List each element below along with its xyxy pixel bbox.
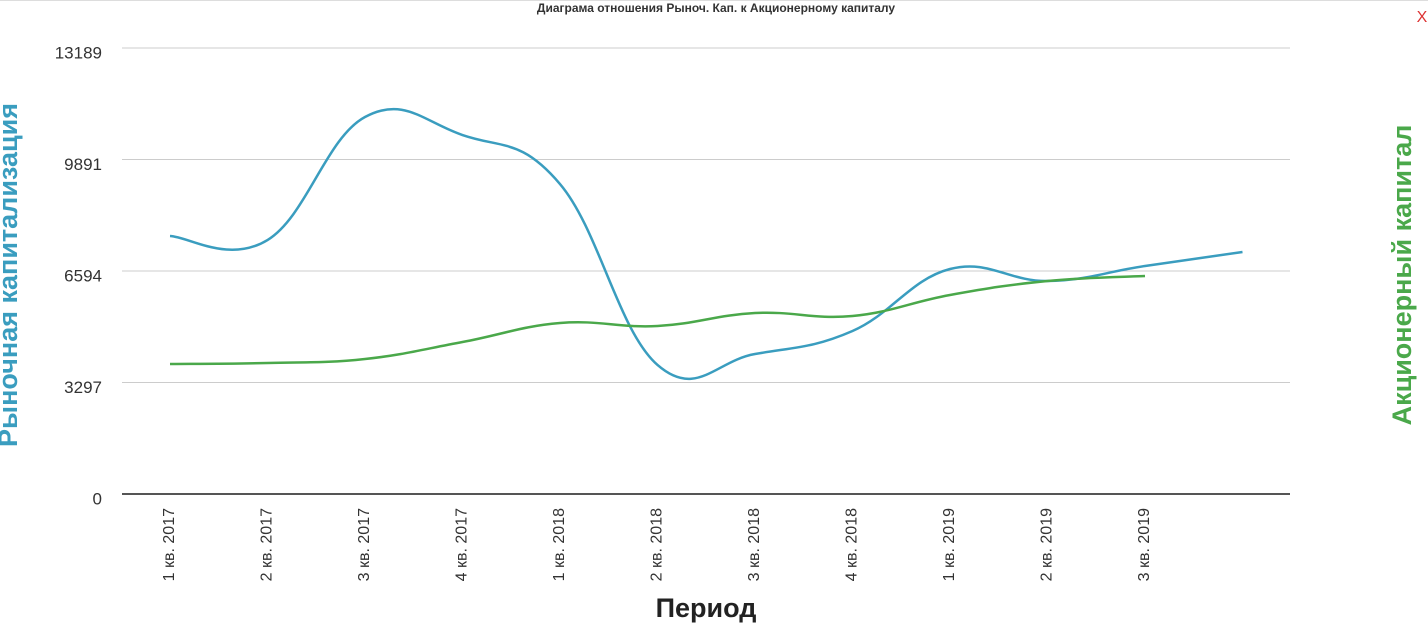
x-tick-label: 2 кв. 2019 (1039, 508, 1056, 581)
y-tick-label: 13189 (55, 43, 102, 62)
x-tick-label: 2 кв. 2017 (259, 508, 276, 581)
x-tick-label: 1 кв. 2018 (551, 508, 568, 581)
y-tick-label: 0 (93, 489, 102, 508)
x-tick-label: 3 кв. 2019 (1136, 508, 1153, 581)
y-tick-label: 3297 (64, 378, 102, 397)
y-tick-label: 6594 (64, 267, 102, 286)
y2-axis-label: Акционерный капитал (1387, 125, 1417, 426)
x-tick-label: 1 кв. 2019 (941, 508, 958, 581)
x-axis-label: Период (656, 593, 757, 623)
x-tick-label: 1 кв. 2017 (161, 508, 178, 581)
x-tick-label: 4 кв. 2018 (844, 508, 861, 581)
x-tick-label: 4 кв. 2017 (454, 508, 471, 581)
x-tick-label: 2 кв. 2018 (649, 508, 666, 581)
series-line (169, 107, 1243, 381)
x-tick-label: 3 кв. 2018 (746, 508, 763, 581)
close-button[interactable]: X (1417, 9, 1428, 26)
y-tick-label: 9891 (64, 155, 102, 174)
chart-title: Диаграма отношения Рыноч. Кап. к Акционе… (537, 1, 895, 15)
y-axis-label: Рыночная капитализация (0, 103, 23, 447)
series-line (169, 274, 1146, 366)
x-tick-label: 3 кв. 2017 (356, 508, 373, 581)
